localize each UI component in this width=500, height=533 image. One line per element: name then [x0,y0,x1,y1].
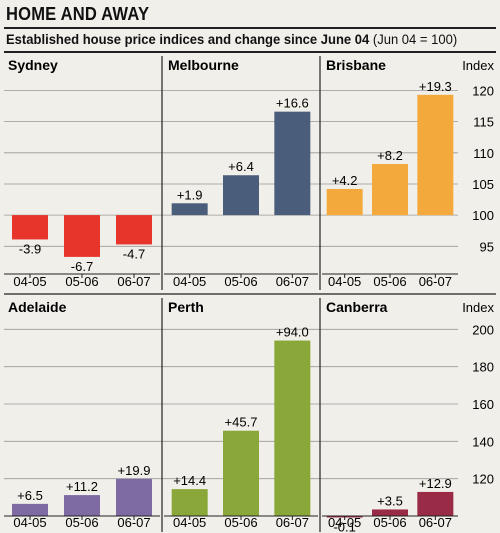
y-tick-label: 110 [473,146,494,161]
bar [372,509,408,516]
bar [274,111,311,216]
bar [274,340,311,516]
y-tick-label: 120 [472,472,494,487]
data-label: -3.9 [19,241,41,256]
data-label: +3.5 [377,493,403,508]
bar [223,175,259,216]
y-tick-label: 95 [480,239,494,254]
category-label: 05-06 [373,274,406,289]
category-label: 04-05 [328,274,361,289]
category-label: 05-06 [373,515,406,530]
y-tick-label: 180 [472,360,494,375]
bar [12,215,48,240]
data-label: -4.7 [123,246,145,261]
category-label: 06-07 [419,274,452,289]
bar [171,203,208,216]
y-tick-label: 100 [472,208,494,223]
panel-title-melbourne: Melbourne [168,57,239,73]
bar [171,489,208,516]
bar [116,478,152,516]
data-label: -0.1 [333,520,355,533]
category-label: 06-07 [276,274,309,289]
bar [223,430,259,516]
y-tick-label: 115 [473,115,494,130]
category-label: 04-05 [173,274,206,289]
data-label: +1.9 [177,187,203,202]
category-label: 04-05 [328,515,361,530]
data-label: +19.9 [118,463,151,478]
panel-title-perth: Perth [168,299,204,315]
category-label: 06-07 [276,515,309,530]
category-label: 05-06 [224,274,257,289]
panel-title-sydney: Sydney [8,57,58,73]
category-label: 04-05 [13,274,46,289]
category-label: 06-07 [117,515,150,530]
index-axis-label: Index [462,58,494,73]
data-label: +8.2 [377,148,403,163]
y-tick-label: 105 [472,177,494,192]
bar [116,215,152,245]
data-label: +14.4 [173,473,206,488]
bar [417,94,454,216]
data-label: -6.7 [71,259,93,274]
subtitle-note: (Jun 04 = 100) [372,31,458,47]
data-label: +6.5 [17,488,43,503]
bar [64,495,100,516]
subtitle-rule [4,51,496,53]
data-label: +94.0 [276,325,309,340]
bar [372,164,408,216]
category-label: 04-05 [13,515,46,530]
bar [64,215,100,257]
data-label: +45.7 [225,415,258,430]
data-label: +4.2 [332,173,358,188]
panel-title-adelaide: Adelaide [8,299,67,315]
y-tick-label: 200 [472,322,494,337]
category-label: 06-07 [117,274,150,289]
category-label: 04-05 [173,515,206,530]
panel-title-brisbane: Brisbane [326,57,386,73]
data-label: +11.2 [66,479,98,494]
category-label: 05-06 [224,515,257,530]
panel-title-canberra: Canberra [326,299,388,315]
data-label: +6.4 [228,159,254,174]
title-rule [4,27,496,29]
index-axis-label: Index [462,300,494,315]
bar [12,503,48,516]
subtitle-text: Established house price indices and chan… [6,31,370,47]
category-label: 05-06 [65,274,98,289]
y-tick-label: 120 [472,83,494,98]
data-label: +12.9 [419,476,452,491]
category-label: 06-07 [419,515,452,530]
y-tick-label: 140 [472,434,494,449]
data-label: +16.6 [276,96,309,111]
data-label: +19.3 [419,79,452,94]
y-tick-label: 160 [472,397,494,412]
category-label: 05-06 [65,515,98,530]
chart-subtitle: Established house price indices and chan… [6,31,457,47]
bar [417,491,454,516]
chart-title: HOME AND AWAY [6,4,150,24]
bar [326,188,363,216]
